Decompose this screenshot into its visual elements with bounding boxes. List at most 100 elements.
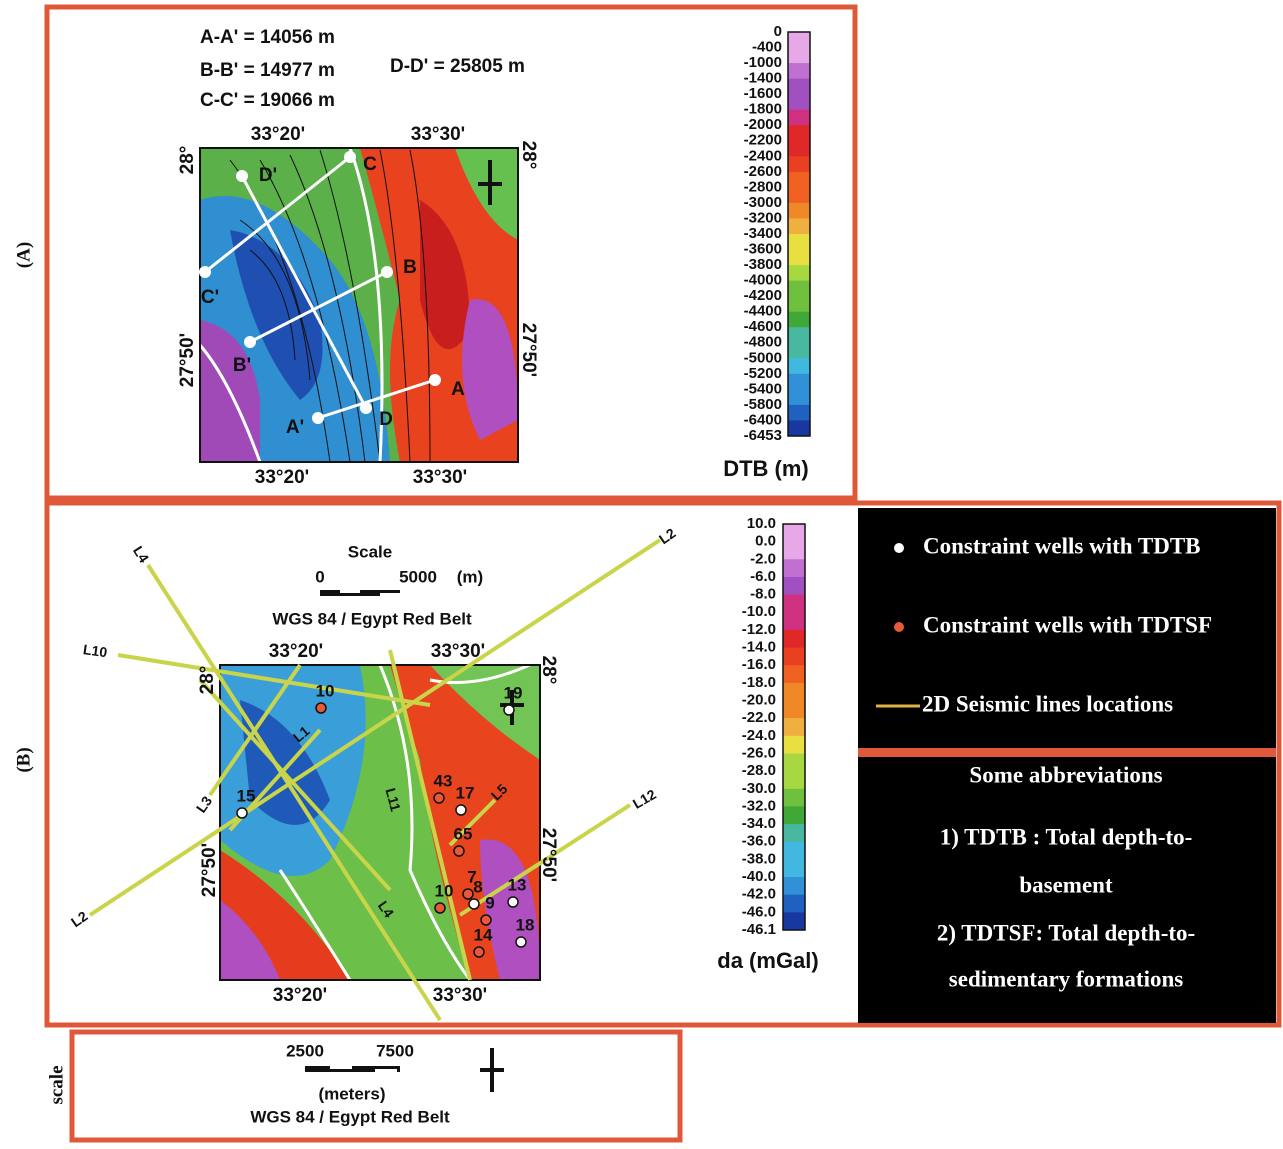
colorbar-label: -3600	[744, 241, 782, 258]
colorbar-band	[783, 665, 805, 683]
scale-datum: WGS 84 / Egypt Red Belt	[272, 609, 472, 628]
colorbar-label: -20.0	[742, 691, 776, 708]
colorbar-band	[783, 753, 805, 771]
lat-label: 27°50'	[177, 333, 198, 387]
well	[516, 937, 526, 947]
scale-title: Scale	[348, 542, 392, 561]
colorbar-label: -46.0	[742, 903, 776, 920]
well	[469, 899, 479, 909]
seismic-line-label: L2	[68, 908, 91, 931]
colorbar-band	[788, 32, 810, 48]
legend-label: Constraint wells with TDTSF	[923, 612, 1212, 637]
colorbar-band	[783, 877, 805, 895]
colorbar-label: -22.0	[742, 709, 776, 726]
scale-label: 2500	[286, 1041, 324, 1060]
profile-point	[381, 266, 393, 278]
colorbar-band	[788, 250, 810, 266]
colorbar-band	[788, 110, 810, 126]
well	[454, 846, 464, 856]
colorbar-label: -4200	[744, 287, 782, 304]
colorbar-band	[783, 718, 805, 736]
well-label: 19	[504, 683, 523, 702]
distance-label: C-C' = 19066 m	[200, 90, 335, 111]
colorbar-label: -46.1	[742, 921, 776, 938]
colorbar-label: -4000	[744, 272, 782, 289]
seismic-line-label: L3	[193, 793, 216, 816]
colorbar-label: -36.0	[742, 833, 776, 850]
colorbar-label: -32.0	[742, 797, 776, 814]
lat-label: 28°	[197, 666, 218, 695]
colorbar-label: -6.0	[750, 568, 776, 585]
colorbar-label: 0	[774, 23, 782, 40]
colorbar-label: -2200	[744, 132, 782, 149]
profile-label: C'	[201, 287, 219, 308]
colorbar-label: -6400	[744, 411, 782, 428]
profile-point	[429, 374, 441, 386]
well-label: 13	[508, 875, 527, 894]
colorbar-band	[788, 312, 810, 328]
colorbar-label: -1600	[744, 85, 782, 102]
colorbar-band	[783, 612, 805, 630]
colorbar-label: -2600	[744, 163, 782, 180]
colorbar-band	[788, 125, 810, 141]
colorbar-band	[788, 420, 810, 436]
abbreviation-text: sedimentary formations	[949, 966, 1183, 991]
colorbar-band	[788, 172, 810, 188]
profile-label: B'	[233, 355, 251, 376]
colorbar-label: -4400	[744, 303, 782, 320]
lon-label: 33°20'	[251, 124, 305, 145]
well-label: 15	[237, 786, 256, 805]
seismic-line-label: L10	[82, 641, 108, 660]
profile-label: D'	[259, 165, 277, 186]
colorbar-band	[783, 771, 805, 789]
colorbar-label: -1000	[744, 54, 782, 71]
legend-dot	[894, 543, 904, 553]
lon-label: 33°30'	[413, 467, 467, 488]
colorbar-label: -5000	[744, 349, 782, 366]
colorbar-band	[783, 630, 805, 648]
colorbar-label: -5200	[744, 365, 782, 382]
well	[508, 897, 518, 907]
lon-label: 33°20'	[273, 985, 327, 1006]
colorbar-band	[783, 824, 805, 842]
colorbar-label: -5800	[744, 396, 782, 413]
seismic-line-label: L12	[630, 786, 659, 812]
scale-panel-label: scale	[46, 1065, 67, 1104]
colorbar-label: -1400	[744, 70, 782, 87]
lon-label: 33°30'	[411, 124, 465, 145]
colorbar-label: -3200	[744, 209, 782, 226]
colorbar-label: -2000	[744, 116, 782, 133]
colorbar-label: -12.0	[742, 621, 776, 638]
profile-point	[360, 402, 372, 414]
colorbar-band	[783, 648, 805, 666]
colorbar-band	[783, 736, 805, 754]
legend-dot	[894, 622, 904, 632]
colorbar-band	[788, 389, 810, 405]
lat-label: 27°50'	[538, 828, 559, 882]
well	[316, 703, 326, 713]
profile-point	[344, 151, 356, 163]
distance-label: D-D' = 25805 m	[390, 56, 525, 77]
well-label: 14	[474, 925, 493, 944]
colorbar-label: -3000	[744, 194, 782, 211]
panel-label: (A)	[13, 242, 34, 268]
colorbar-band	[788, 358, 810, 374]
distance-label: B-B' = 14977 m	[200, 60, 335, 81]
colorbar-label: -14.0	[742, 639, 776, 656]
colorbar-band	[788, 265, 810, 281]
colorbar-band	[788, 79, 810, 95]
colorbar-band	[783, 912, 805, 930]
colorbar-label: -6453	[744, 427, 782, 444]
colorbar-band	[788, 234, 810, 250]
legend-label: 2D Seismic lines locations	[922, 691, 1173, 716]
scale-datum: WGS 84 / Egypt Red Belt	[250, 1107, 450, 1126]
colorbar-band	[788, 187, 810, 203]
profile-point	[312, 412, 324, 424]
profile-label: C	[363, 154, 377, 175]
colorbar-band	[788, 343, 810, 359]
colorbar-band	[783, 542, 805, 560]
colorbar-band	[788, 94, 810, 110]
colorbar-band	[788, 405, 810, 421]
figure: (A)A-A' = 14056 mB-B' = 14977 mC-C' = 19…	[0, 0, 1283, 1144]
colorbar-label: -400	[752, 39, 782, 56]
